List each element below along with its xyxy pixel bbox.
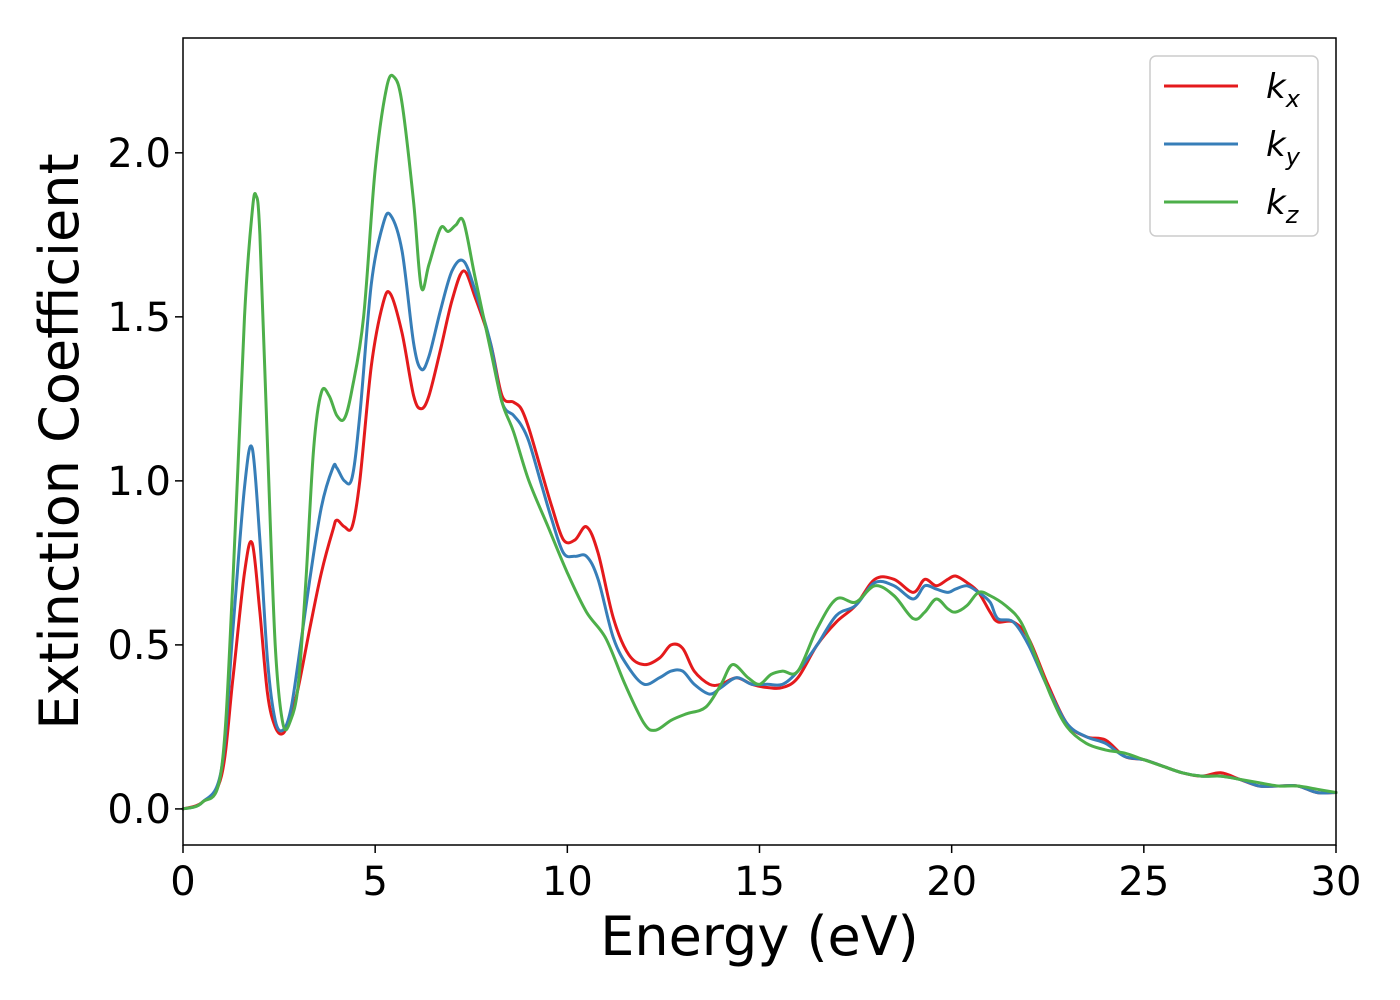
x-axis: 0 5 10 15 20 25 30: [170, 845, 1361, 905]
x-tick-label: 20: [926, 859, 977, 905]
y-tick-label: 0.0: [107, 787, 171, 833]
y-tick-label: 1.0: [107, 459, 171, 505]
y-tick-label: 2.0: [107, 131, 171, 177]
x-axis-label: Energy (eV): [600, 905, 919, 968]
y-tick-label: 0.5: [107, 623, 171, 669]
y-axis-label: Extinction Coefficient: [28, 153, 91, 729]
y-axis: 0.0 0.5 1.0 1.5 2.0: [107, 131, 183, 833]
x-tick-label: 30: [1311, 859, 1362, 905]
x-tick-label: 25: [1118, 859, 1169, 905]
x-tick-label: 5: [362, 859, 387, 905]
y-tick-label: 1.5: [107, 295, 171, 341]
x-tick-label: 15: [734, 859, 785, 905]
x-tick-label: 0: [170, 859, 195, 905]
series-line-x: [183, 271, 1336, 809]
x-tick-label: 10: [542, 859, 593, 905]
